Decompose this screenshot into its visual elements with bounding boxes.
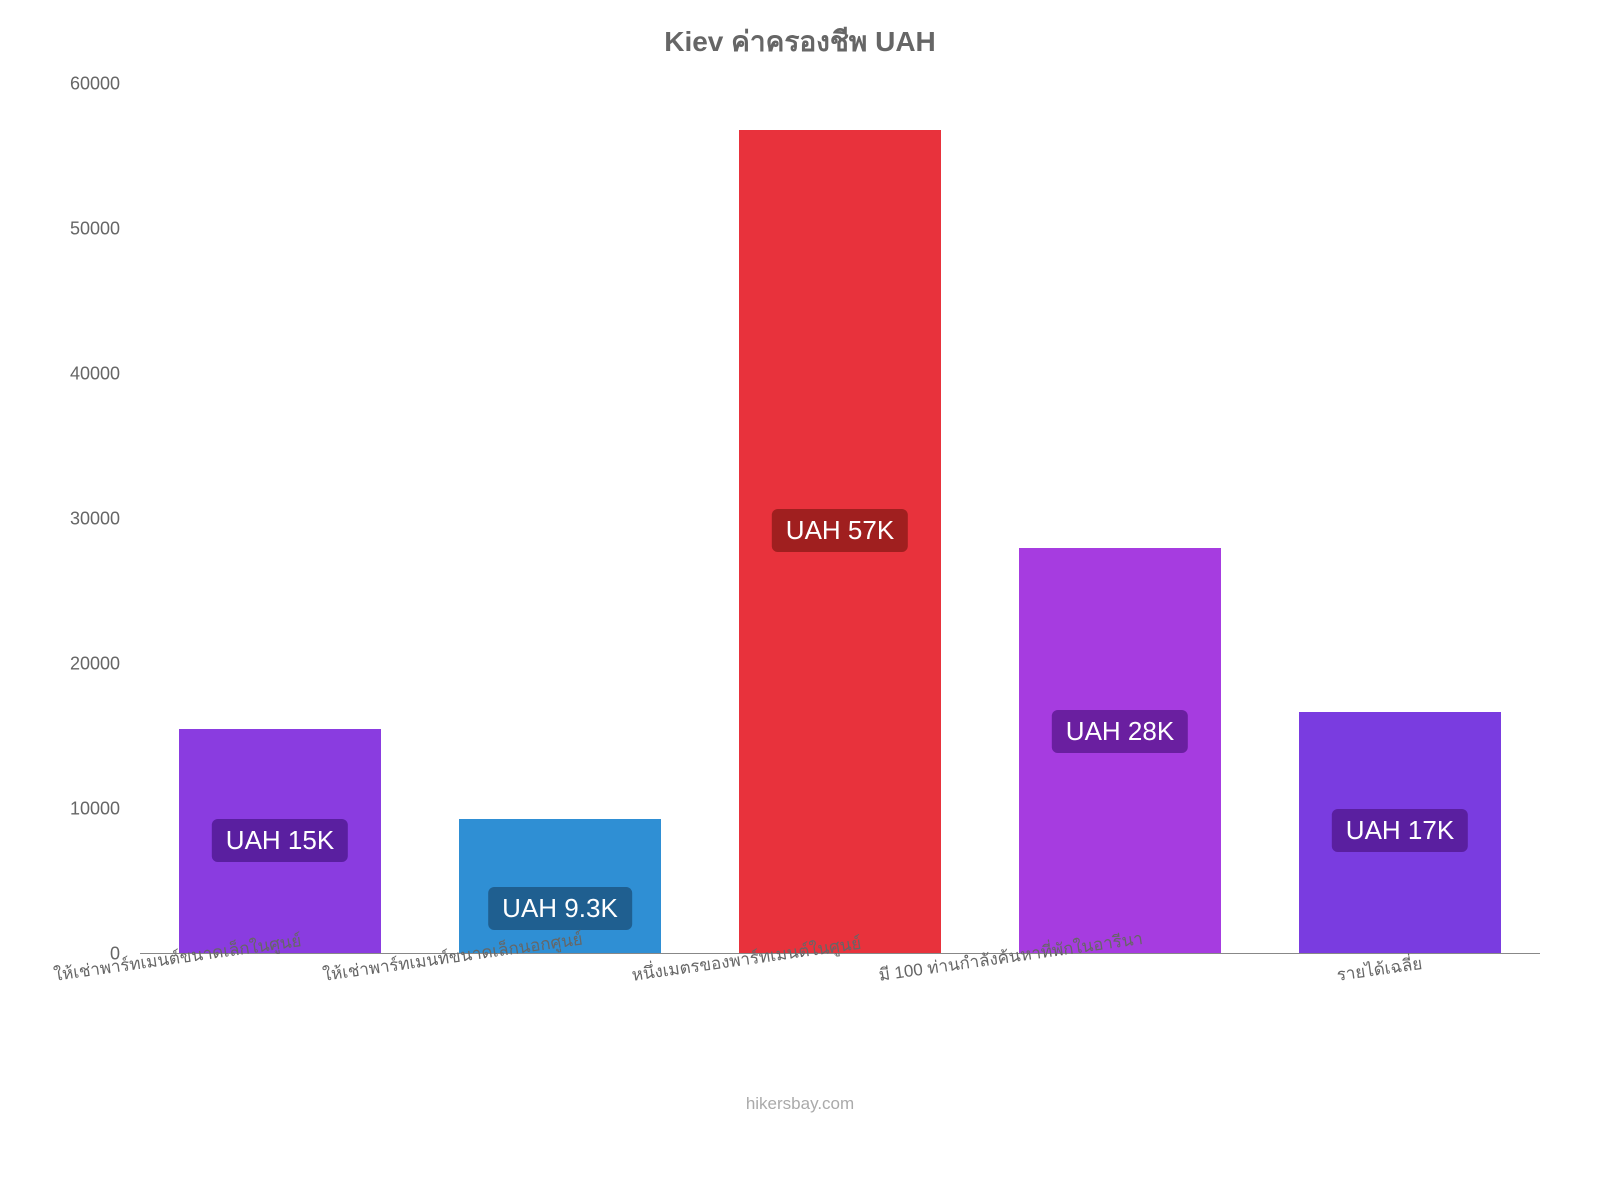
plot-area: 0100002000030000400005000060000 UAH 15KU… [140, 84, 1540, 954]
bar-value-label: UAH 17K [1332, 809, 1468, 852]
bar: UAH 15K [179, 729, 381, 954]
y-tick-label: 50000 [40, 219, 120, 240]
y-axis: 0100002000030000400005000060000 [130, 84, 140, 954]
bar: UAH 28K [1019, 548, 1221, 954]
bar-value-label: UAH 28K [1052, 710, 1188, 753]
y-tick-label: 10000 [40, 799, 120, 820]
y-tick-label: 40000 [40, 364, 120, 385]
bar: UAH 57K [739, 130, 941, 954]
y-tick-label: 30000 [40, 509, 120, 530]
chart-footer: hikersbay.com [40, 1094, 1560, 1114]
y-tick-label: 20000 [40, 654, 120, 675]
bar: UAH 17K [1299, 712, 1501, 954]
bar-value-label: UAH 57K [772, 509, 908, 552]
x-tick-label: รายได้เฉลี่ย [1335, 950, 1424, 989]
bar-value-label: UAH 9.3K [488, 887, 632, 930]
bar-value-label: UAH 15K [212, 819, 348, 862]
chart-title: Kiev ค่าครองชีพ UAH [40, 20, 1560, 64]
x-axis-labels: ให้เช่าพาร์ทเมนต์ขนาดเล็กในศูนย์ให้เช่าพ… [140, 954, 1540, 1034]
y-tick-label: 60000 [40, 74, 120, 95]
bars-group: UAH 15K UAH 9.3K UAH 57K UAH 28K UAH 17K [140, 84, 1540, 954]
chart-container: Kiev ค่าครองชีพ UAH 01000020000300004000… [40, 20, 1560, 1120]
